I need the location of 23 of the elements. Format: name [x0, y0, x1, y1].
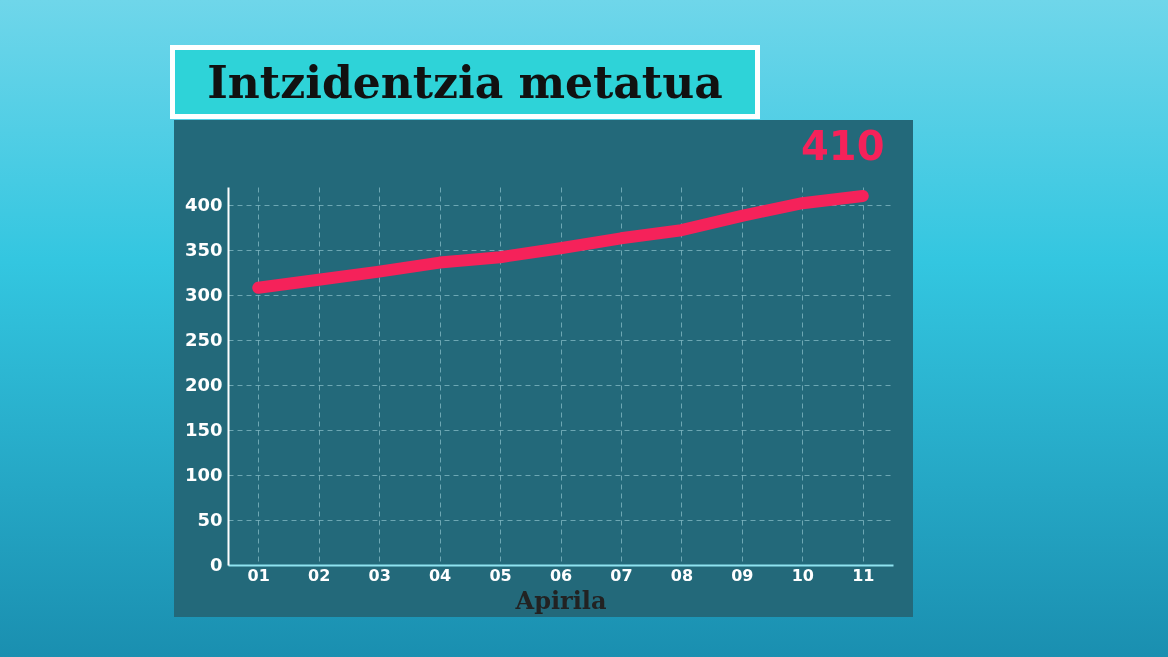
x-tick-label: 01 [247, 565, 270, 585]
x-tick-label: 05 [489, 565, 512, 585]
x-tick-label: 10 [791, 565, 814, 585]
x-axis-title: Apirila [514, 585, 607, 615]
x-tick-label: 06 [549, 565, 573, 585]
x-tick-label: 02 [308, 565, 331, 585]
y-tick-label: 400 [184, 193, 223, 215]
x-tick-label: 11 [852, 565, 875, 585]
y-tick-label: 250 [184, 328, 223, 350]
y-tick-label: 100 [184, 463, 223, 485]
x-tick-label: 09 [731, 565, 754, 585]
chart-title: Intzidentzia metatua [170, 45, 760, 119]
y-tick-label: 350 [184, 238, 223, 260]
x-tick-label: 07 [610, 565, 633, 585]
y-tick-label: 200 [184, 373, 223, 395]
y-tick-label: 300 [184, 283, 223, 305]
data-label: 410 [801, 123, 885, 169]
y-tick-label: 0 [209, 553, 223, 575]
x-tick-label: 04 [428, 565, 452, 585]
x-tick-label: 03 [368, 565, 391, 585]
x-tick-label: 08 [670, 565, 694, 585]
y-tick-label: 50 [197, 508, 223, 530]
y-tick-label: 150 [184, 418, 223, 440]
